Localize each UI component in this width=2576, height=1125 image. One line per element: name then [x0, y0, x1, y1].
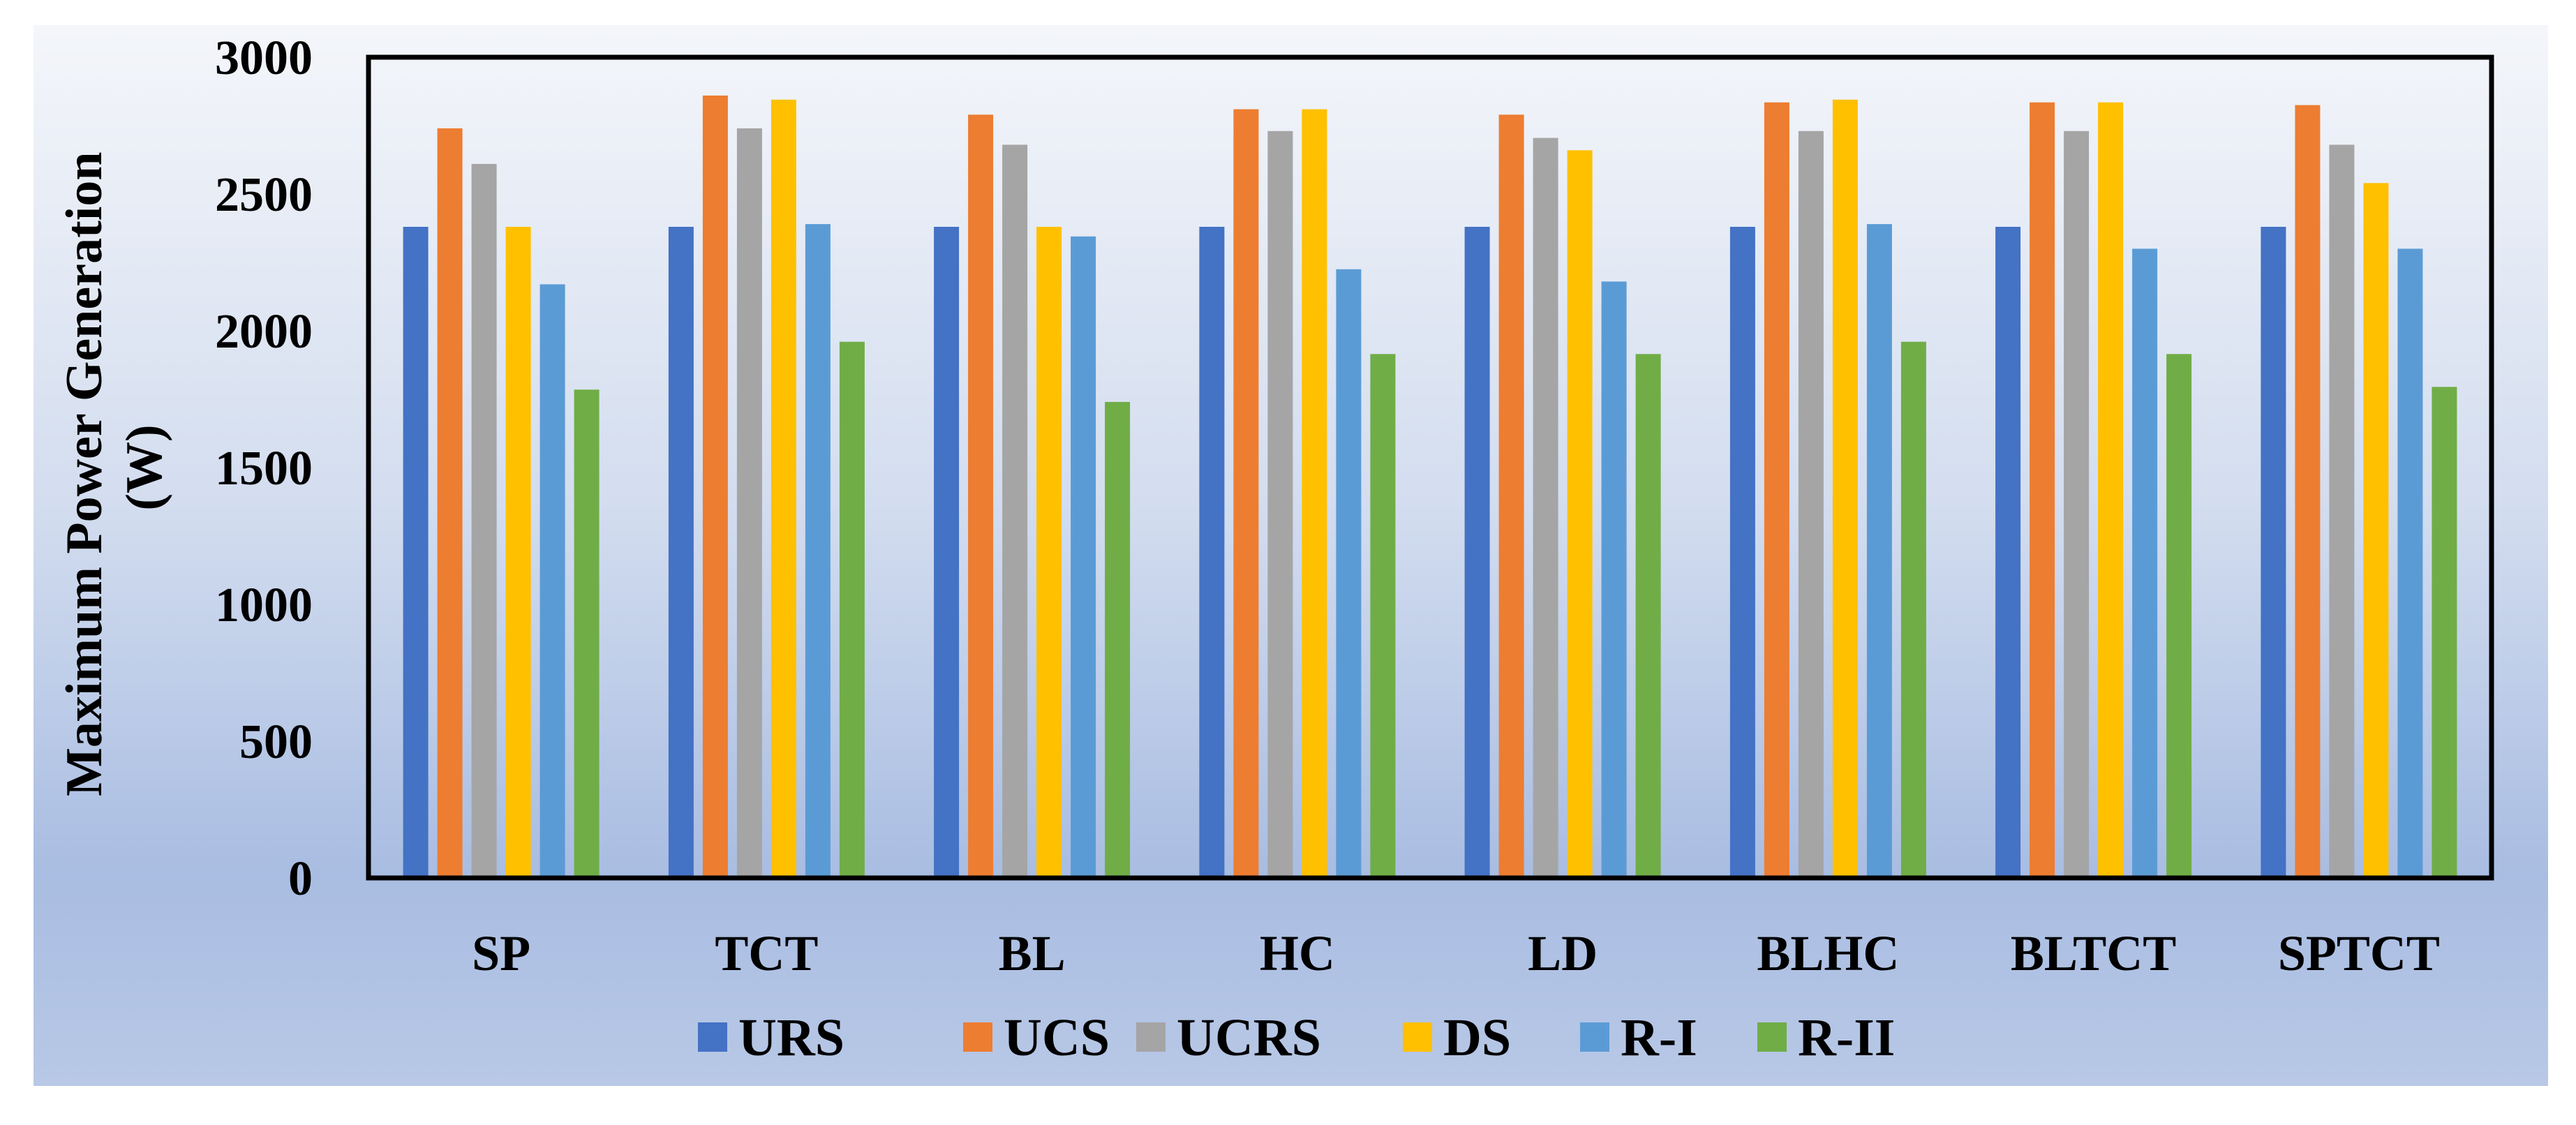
bar-blhc-r-ii: [1900, 341, 1926, 878]
legend-label-urs: URS: [738, 1008, 844, 1067]
bar-bltct-ucs: [2030, 102, 2055, 879]
bar-hc-ucrs: [1267, 131, 1293, 878]
bar-hc-ucs: [1233, 109, 1259, 878]
y-tick-label: 2500: [215, 168, 313, 222]
x-tick-label: BL: [999, 925, 1066, 981]
bar-sptct-r-ii: [2432, 387, 2457, 878]
legend-swatch-urs: [698, 1022, 727, 1052]
x-tick-label: SPTCT: [2278, 925, 2440, 981]
bar-sp-urs: [403, 227, 429, 878]
y-axis-label-line-2: (W): [116, 424, 173, 510]
bar-hc-urs: [1199, 227, 1225, 878]
legend-swatch-r-ii: [1757, 1022, 1787, 1052]
bar-blhc-ucrs: [1798, 131, 1824, 878]
y-tick-label: 0: [288, 852, 313, 906]
bar-ld-ds: [1567, 150, 1593, 878]
bar-hc-r-ii: [1370, 354, 1396, 878]
bar-ld-urs: [1464, 227, 1490, 878]
bar-bl-r-i: [1071, 236, 1096, 878]
x-tick-label: BLHC: [1757, 925, 1899, 981]
bar-tct-urs: [668, 227, 694, 878]
bar-sp-r-i: [539, 284, 565, 878]
legend-swatch-ds: [1403, 1022, 1432, 1052]
x-axis-categories: SP TCT BL HC LD BLHC BLTCT SPTCT: [472, 925, 2440, 981]
legend-label-ds: DS: [1443, 1008, 1511, 1067]
legend: URS UCS UCRS DS R-I R-II: [698, 1008, 1895, 1067]
bar-sptct-ucs: [2295, 105, 2321, 879]
bar-bltct-ds: [2098, 102, 2124, 879]
bar-bl-urs: [934, 227, 960, 878]
bar-sptct-urs: [2261, 227, 2286, 878]
bar-blhc-urs: [1729, 227, 1755, 878]
x-tick-label: TCT: [715, 925, 818, 981]
bar-tct-r-i: [805, 224, 831, 879]
bar-hc-r-i: [1336, 269, 1362, 878]
legend-swatch-r-i: [1580, 1022, 1609, 1052]
bar-bltct-urs: [1995, 227, 2021, 878]
legend-label-r-ii: R-II: [1798, 1008, 1895, 1067]
y-tick-label: 1500: [215, 442, 313, 496]
bars-layer: [403, 95, 2457, 879]
plot-area-border: [366, 54, 2494, 881]
bar-blhc-ucs: [1764, 102, 1789, 879]
legend-label-ucrs: UCRS: [1177, 1008, 1321, 1067]
legend-swatch-ucrs: [1136, 1022, 1166, 1052]
x-tick-label: LD: [1528, 925, 1598, 981]
bar-sptct-r-i: [2397, 248, 2423, 878]
bar-bltct-r-ii: [2166, 354, 2192, 878]
bar-ld-ucrs: [1533, 137, 1558, 879]
x-tick-label: HC: [1260, 925, 1335, 981]
bar-bltct-ucrs: [2064, 131, 2090, 878]
bar-tct-ucrs: [736, 128, 762, 878]
bar-bl-r-ii: [1105, 401, 1131, 878]
legend-label-r-i: R-I: [1621, 1008, 1697, 1067]
bar-blhc-r-i: [1866, 224, 1892, 879]
bar-tct-ucs: [702, 95, 728, 878]
x-tick-label: SP: [472, 925, 530, 981]
y-tick-label: 500: [239, 715, 313, 769]
y-axis-label: Maximum Power Generation (W): [56, 139, 173, 796]
bar-tct-ds: [770, 99, 796, 878]
legend-swatch-ucs: [963, 1022, 992, 1052]
legend-label-ucs: UCS: [1004, 1008, 1110, 1067]
bar-bl-ucrs: [1002, 144, 1028, 878]
bar-tct-r-ii: [839, 341, 865, 878]
bar-sp-ucs: [437, 128, 463, 878]
bar-bl-ucs: [968, 114, 994, 878]
bar-blhc-ds: [1832, 99, 1858, 878]
bar-sp-ds: [505, 227, 531, 878]
bar-ld-r-ii: [1635, 354, 1661, 878]
y-tick-label: 1000: [215, 579, 313, 632]
bar-ld-ucs: [1498, 114, 1524, 878]
y-axis-ticks: 0 500 1000 1500 2000 2500 3000: [215, 31, 313, 906]
bar-sptct-ds: [2363, 183, 2389, 878]
x-tick-label: BLTCT: [2011, 925, 2176, 981]
bar-hc-ds: [1302, 109, 1327, 878]
bar-bl-ds: [1036, 227, 1062, 878]
bar-sptct-ucrs: [2329, 144, 2355, 878]
y-axis-label-line-1: Maximum Power Generation: [56, 152, 113, 796]
y-tick-label: 2000: [215, 305, 313, 359]
bar-ld-r-i: [1601, 281, 1627, 878]
bar-sp-ucrs: [471, 163, 497, 878]
bar-bltct-r-i: [2132, 248, 2158, 878]
y-tick-label: 3000: [215, 31, 313, 85]
bar-sp-r-ii: [574, 389, 600, 878]
